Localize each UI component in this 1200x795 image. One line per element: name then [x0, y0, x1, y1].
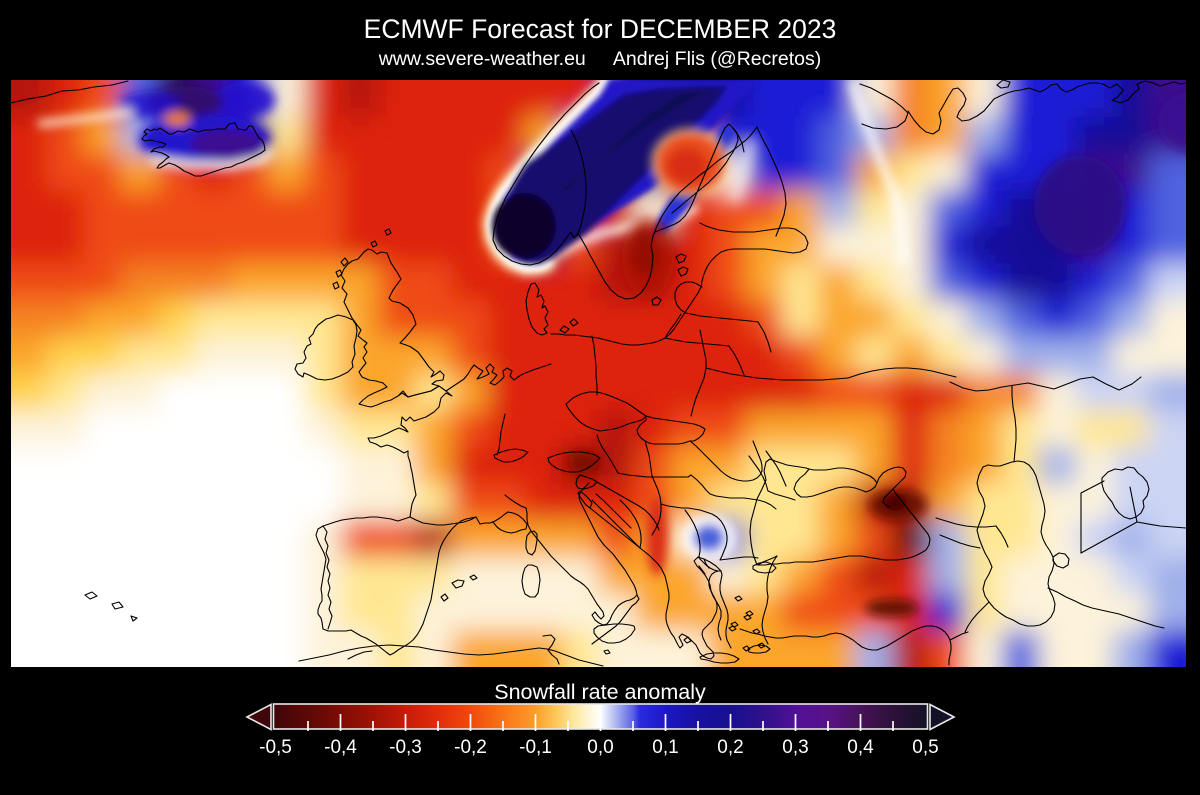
svg-text:-0,1: -0,1	[519, 737, 552, 758]
svg-text:-0,5: -0,5	[259, 737, 292, 758]
svg-text:0,1: 0,1	[652, 737, 678, 758]
svg-text:-0,2: -0,2	[454, 737, 487, 758]
svg-text:0,5: 0,5	[912, 737, 938, 758]
svg-text:-0,3: -0,3	[389, 737, 422, 758]
svg-text:ECMWF Forecast for DECEMBER 20: ECMWF Forecast for DECEMBER 2023	[364, 14, 837, 44]
svg-text:0,4: 0,4	[847, 737, 874, 758]
svg-text:0,3: 0,3	[782, 737, 808, 758]
svg-text:-0,4: -0,4	[324, 737, 357, 758]
svg-text:Snowfall rate anomaly: Snowfall rate anomaly	[494, 680, 706, 704]
svg-text:0,2: 0,2	[717, 737, 743, 758]
svg-text:0,0: 0,0	[587, 737, 613, 758]
svg-text:www.severe-weather.eu Andr: www.severe-weather.eu Andrej Flis (@Recr…	[378, 48, 821, 70]
